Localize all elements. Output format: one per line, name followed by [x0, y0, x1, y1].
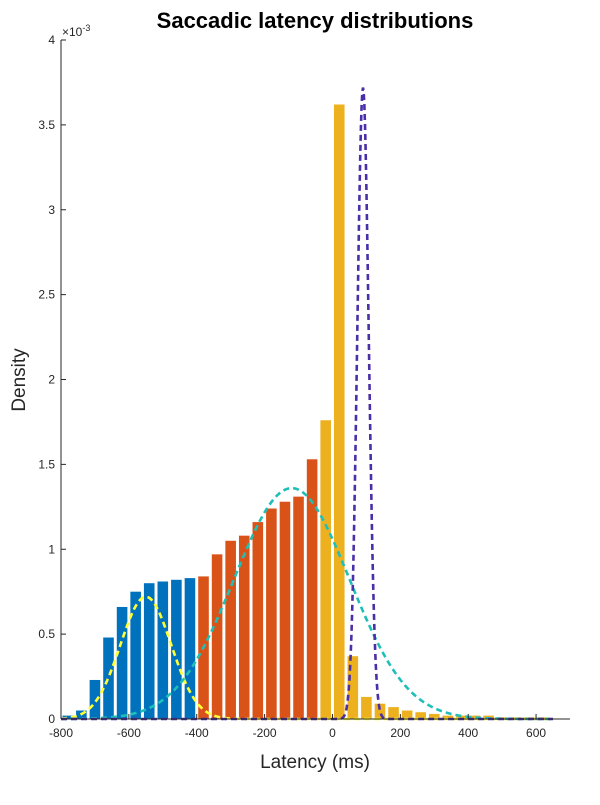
x-tick-label: 400 [458, 726, 478, 740]
histogram-bar [62, 715, 74, 719]
histogram-bar [428, 713, 440, 719]
y-tick-label: 1.5 [38, 457, 55, 471]
histogram-bar [252, 522, 264, 719]
histogram-bar [306, 459, 318, 719]
histogram-bar [469, 715, 481, 719]
histogram-bar [143, 583, 155, 719]
histogram-bar [266, 508, 277, 719]
x-ticks: -800 -600 -400 -200 0 200 400 600 [49, 714, 546, 740]
y-exponent-base: ×10 [62, 25, 83, 39]
y-ticks: 0 0.5 1 1.5 2 2.5 3 3.5 4 [38, 33, 66, 726]
histogram-bar [347, 656, 359, 719]
histogram-bar [116, 606, 128, 719]
histogram-bar [225, 540, 236, 719]
x-tick-label: 0 [329, 726, 336, 740]
histogram-bar [442, 715, 454, 719]
histogram-bar [130, 591, 141, 719]
histogram-bar [184, 578, 196, 719]
y-tick-label: 2.5 [38, 288, 55, 302]
y-tick-label: 3 [48, 203, 55, 217]
x-tick-label: -600 [117, 726, 141, 740]
x-tick-label: -400 [185, 726, 209, 740]
y-exponent-power: -3 [82, 23, 90, 33]
histogram-bar [279, 501, 291, 719]
histogram-bar [238, 535, 250, 719]
histogram-bar [103, 637, 114, 719]
y-tick-label: 1 [48, 542, 55, 556]
x-tick-label: 600 [526, 726, 546, 740]
x-tick-label: 200 [390, 726, 410, 740]
histogram-bar [211, 554, 223, 719]
histogram-bar [415, 712, 426, 719]
histogram-bar [401, 710, 413, 719]
chart-title: Saccadic latency distributions [157, 8, 474, 33]
y-tick-label: 0.5 [38, 627, 55, 641]
histogram-bar [374, 703, 386, 719]
y-tick-label: 4 [48, 33, 55, 47]
x-axis-title: Latency (ms) [260, 752, 370, 773]
y-tick-label: 2 [48, 373, 55, 387]
histogram-bar [456, 715, 467, 719]
y-axis-title: Density [9, 348, 30, 412]
histogram-bar [157, 581, 169, 719]
histogram-bar [293, 496, 304, 719]
histogram-bar [89, 679, 101, 719]
histogram-bar [361, 696, 372, 719]
histogram-bar [333, 104, 345, 719]
y-tick-label: 3.5 [38, 118, 55, 132]
x-tick-label: -800 [49, 726, 73, 740]
bars-layer [62, 104, 549, 719]
y-axis-exponent: ×10-3 [62, 23, 90, 39]
x-tick-label: -200 [253, 726, 277, 740]
histogram-bar [171, 579, 182, 719]
y-tick-label: 0 [48, 712, 55, 726]
histogram-bar [388, 707, 399, 719]
histogram-bar [320, 420, 331, 719]
fit-curve-line [61, 486, 554, 721]
